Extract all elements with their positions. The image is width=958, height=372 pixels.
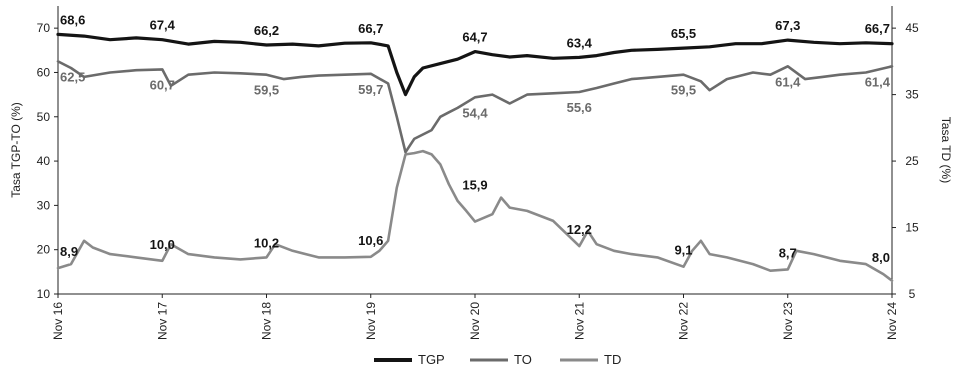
data-label-td: 8,9 <box>60 244 78 259</box>
legend: TGP TO TD <box>374 352 621 367</box>
x-tick-label: Nov 18 <box>260 302 274 340</box>
data-label-tgp: 65,5 <box>671 26 696 41</box>
data-label-to: 59,7 <box>358 82 383 97</box>
x-tick-label: Nov 23 <box>781 302 795 340</box>
y-tick-label: 10 <box>37 287 51 301</box>
data-label-tgp: 66,2 <box>254 23 279 38</box>
data-label-td: 9,1 <box>674 243 692 258</box>
data-label-to: 61,4 <box>865 74 891 89</box>
data-label-to: 60,7 <box>150 77 175 92</box>
data-label-to: 59,5 <box>254 83 279 98</box>
y-tick-label: 30 <box>37 198 51 212</box>
y-tick-label: 60 <box>37 65 51 79</box>
y-tick-label: 50 <box>37 110 51 124</box>
x-tick-label: Nov 19 <box>364 302 378 340</box>
data-label-tgp: 63,4 <box>567 35 593 50</box>
x-tick-label: Nov 20 <box>468 302 482 340</box>
data-label-td: 8,7 <box>779 245 797 260</box>
x-tick-label: Nov 21 <box>572 302 586 340</box>
series-line-td <box>56 149 894 282</box>
y2-tick-label: 45 <box>905 21 919 35</box>
data-label-td: 10,2 <box>254 235 279 250</box>
x-tick-label: Nov 16 <box>51 302 65 340</box>
data-label-tgp: 64,7 <box>462 30 487 45</box>
data-label-to: 59,5 <box>671 83 696 98</box>
y-tick-label: 40 <box>37 154 51 168</box>
data-label-tgp: 67,3 <box>775 18 800 33</box>
data-label-to: 54,4 <box>462 105 488 120</box>
y-axis-title: Tasa TGP-TO (%) <box>9 102 23 198</box>
series-layer <box>56 32 894 282</box>
series-line-tgp <box>56 32 894 97</box>
y2-tick-label: 25 <box>905 154 919 168</box>
data-label-to: 62,5 <box>60 69 85 84</box>
legend-label-td: TD <box>604 352 621 367</box>
data-label-to: 61,4 <box>775 74 801 89</box>
y-tick-label: 70 <box>37 21 51 35</box>
data-label-td: 10,6 <box>358 233 383 248</box>
legend-label-tgp: TGP <box>418 352 445 367</box>
axes: 10 20 30 40 50 60 70 5 15 25 35 45 Nov 16 Nov 17 Nov 1… <box>37 6 919 340</box>
y-tick-label: 20 <box>37 243 51 257</box>
data-label-td: 10,0 <box>150 237 175 252</box>
legend-label-to: TO <box>514 352 532 367</box>
series-line-to <box>56 60 894 154</box>
y2-tick-label: 15 <box>905 221 919 235</box>
x-tick-label: Nov 17 <box>155 302 169 340</box>
y2-tick-label: 35 <box>905 88 919 102</box>
data-label-td: 8,0 <box>872 250 890 265</box>
data-label-tgp: 68,6 <box>60 12 85 27</box>
x-tick-label: Nov 22 <box>677 302 691 340</box>
data-label-td: 15,9 <box>462 178 487 193</box>
data-label-to: 55,6 <box>567 100 592 115</box>
data-label-tgp: 66,7 <box>358 21 383 36</box>
data-label-td: 12,2 <box>567 222 592 237</box>
y2-axis-title: Tasa TD (%) <box>939 117 953 183</box>
x-tick-label: Nov 24 <box>885 302 899 340</box>
data-label-tgp: 66,7 <box>865 21 890 36</box>
data-label-tgp: 67,4 <box>150 18 176 33</box>
y2-tick-label: 5 <box>909 287 916 301</box>
data-labels: 68,6 67,4 66,2 66,7 64,7 63,4 65,5 67,3 66,7 62,5… <box>60 12 891 265</box>
